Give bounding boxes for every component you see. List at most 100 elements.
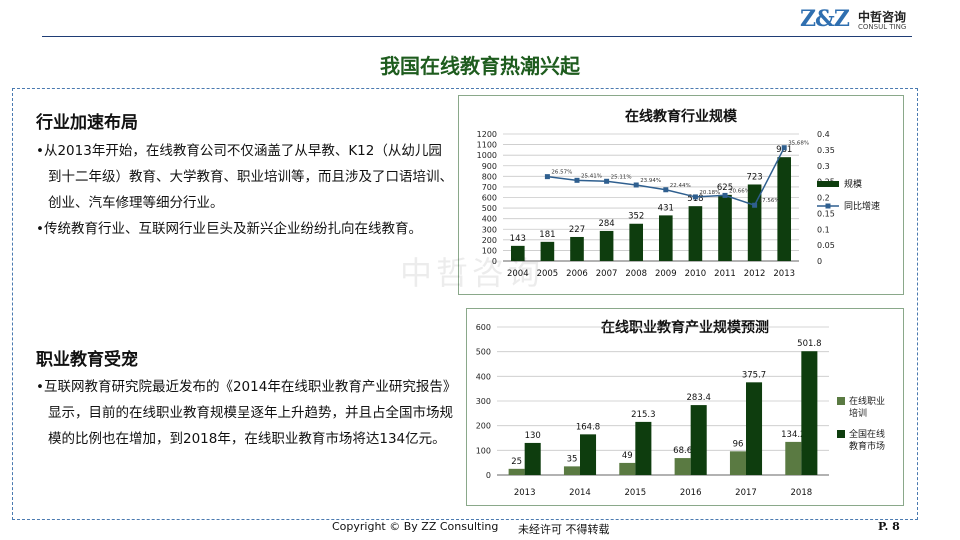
chart2-legend-label-2b: 教育市场 xyxy=(849,440,885,452)
chart2-x-tick: 2017 xyxy=(735,488,757,498)
chart2-legend-swatch xyxy=(837,397,845,405)
chart2-bar-label: 164.8 xyxy=(576,422,600,432)
chart1-bar-label: 352 xyxy=(628,212,644,222)
chart2-x-tick: 2014 xyxy=(569,488,591,498)
chart1-y2-tick: 0.4 xyxy=(817,130,830,139)
chart2-bar-label: 68.6 xyxy=(673,446,692,456)
logo-name-cn: 中哲咨询 xyxy=(858,10,907,24)
chart1-title: 在线教育行业规模 xyxy=(625,109,737,125)
footer-copyright: Copyright © By ZZ Consulting xyxy=(332,520,499,533)
chart-online-education-scale: 在线教育行业规模 0 100 200 300 400 500 600 700 800 900 100… xyxy=(458,95,904,295)
chart2-bar xyxy=(746,382,763,475)
chart2-bar xyxy=(674,458,691,475)
chart1-y-tick: 800 xyxy=(482,172,497,181)
chart1-growth-label: 23.94% xyxy=(640,178,661,184)
content-frame xyxy=(12,88,918,520)
chart1-y2-tick: 0.35 xyxy=(817,146,835,155)
chart1-growth-point xyxy=(544,174,550,180)
chart1-legend-label: 同比增速 xyxy=(844,200,880,212)
chart1-bar-label: 723 xyxy=(746,172,762,182)
chart1-growth-label: 26.57% xyxy=(551,170,572,176)
chart2-bar-label: 283.4 xyxy=(687,393,711,403)
chart1-bar-label: 143 xyxy=(510,234,526,244)
chart1-growth-point xyxy=(781,145,787,151)
chart2-y-tick: 0 xyxy=(486,471,491,480)
chart2-bar-label: 25 xyxy=(511,457,522,467)
chart2-y-tick: 500 xyxy=(476,348,491,357)
chart2-x-tick: 2018 xyxy=(791,488,813,498)
chart2-bar xyxy=(729,451,746,475)
chart1-x-tick: 2012 xyxy=(744,269,766,279)
chart1-growth-point xyxy=(633,182,639,188)
chart1-y-tick: 1000 xyxy=(477,151,497,160)
chart1-y-tick: 900 xyxy=(482,162,497,171)
chart1-growth-point xyxy=(752,202,758,208)
chart1-y2-tick: 0.1 xyxy=(817,225,830,234)
chart2-bar xyxy=(580,434,597,475)
chart-vocational-forecast: 在线职业教育产业规模预测 0 100 200 300 400 500 600 25 130 201… xyxy=(466,308,904,506)
chart1-x-tick: 2010 xyxy=(685,269,707,279)
chart1-x-tick: 2005 xyxy=(537,269,559,279)
chart2-y-tick: 400 xyxy=(476,372,491,381)
chart1-y-tick: 1200 xyxy=(477,130,497,139)
chart1-growth-label: 35.68% xyxy=(788,141,809,147)
section1-body: •从2013年开始，在线教育公司不仅涵盖了从早教、K12（从幼儿园到十二年级）教… xyxy=(36,138,454,242)
section1-heading: 行业加速布局 xyxy=(36,113,138,133)
chart1-bar xyxy=(629,223,644,261)
chart1-bar xyxy=(599,230,614,261)
chart1-legend-label: 规模 xyxy=(844,179,862,190)
chart1-growth-point xyxy=(604,178,610,184)
chart2-bar xyxy=(619,462,636,475)
chart2-y-tick: 200 xyxy=(476,422,491,431)
chart1-y-tick: 500 xyxy=(482,204,497,213)
chart2-bar-label: 35 xyxy=(567,454,578,464)
chart2-bar xyxy=(635,421,652,475)
chart2-bar-label: 501.8 xyxy=(797,339,821,349)
chart1-legend-swatch-point xyxy=(825,203,831,209)
chart2-legend-label-1a: 在线职业 xyxy=(849,395,885,407)
section2-bullet-1: •互联网教育研究院最近发布的《2014年在线职业教育产业研究报告》显示，目前的在… xyxy=(36,379,453,447)
header-divider xyxy=(42,36,912,37)
chart1-x-tick: 2006 xyxy=(566,269,588,279)
chart1-y-tick: 600 xyxy=(482,194,497,203)
chart1-growth-label: 22.44% xyxy=(670,183,691,189)
chart1-y-tick: 1100 xyxy=(477,141,497,150)
logo-name-en: CONSUL TING xyxy=(858,23,907,31)
chart2-legend-label-1b: 培训 xyxy=(849,407,867,419)
chart1-x-tick: 2011 xyxy=(714,269,736,279)
chart1-bar xyxy=(718,194,732,261)
chart1-y2-tick: 0.05 xyxy=(817,241,835,250)
chart2-bar xyxy=(785,441,802,475)
chart2-bar-label: 215.3 xyxy=(631,410,655,420)
chart2-bar-label: 130 xyxy=(525,431,541,441)
chart2-bar-label: 96 xyxy=(733,439,744,449)
chart1-y-tick: 100 xyxy=(482,246,497,255)
chart1-x-tick: 2008 xyxy=(625,269,647,279)
chart1-y2-tick: 0.15 xyxy=(817,209,835,218)
chart1-bar xyxy=(510,245,525,261)
footer-notice: 未经许可 不得转载 xyxy=(518,523,610,536)
chart1-bar-label: 227 xyxy=(569,225,585,235)
chart1-y2-tick: 0.3 xyxy=(817,162,830,171)
chart2-y-tick: 600 xyxy=(476,323,491,332)
logo-mark: Z&Z xyxy=(800,6,850,32)
chart1-growth-label: 25.41% xyxy=(581,173,602,179)
chart1-bar-label: 284 xyxy=(598,219,614,229)
page-title: 我国在线教育热潮兴起 xyxy=(380,54,580,78)
chart2-svg: 0 100 200 300 400 500 600 25 130 2013 35 164.8 2014 4… xyxy=(476,323,885,498)
chart1-legend-swatch-bar xyxy=(817,181,839,187)
chart1-bar xyxy=(777,157,792,261)
chart1-y-tick: 300 xyxy=(482,225,497,234)
chart2-bar xyxy=(690,405,707,475)
chart2-x-tick: 2013 xyxy=(514,488,536,498)
chart2-legend-swatch xyxy=(837,430,845,438)
chart1-x-tick: 2007 xyxy=(596,269,618,279)
chart1-growth-point xyxy=(663,187,669,193)
chart1-y-tick: 400 xyxy=(482,215,497,224)
chart1-growth-label: 17.56% xyxy=(759,198,780,204)
section1-bullet-2: •传统教育行业、互联网行业巨头及新兴企业纷纷扎向在线教育。 xyxy=(36,221,422,237)
chart1-x-tick: 2013 xyxy=(773,269,795,279)
chart1-growth-label: 25.11% xyxy=(611,174,632,180)
chart1-bar xyxy=(658,215,673,261)
